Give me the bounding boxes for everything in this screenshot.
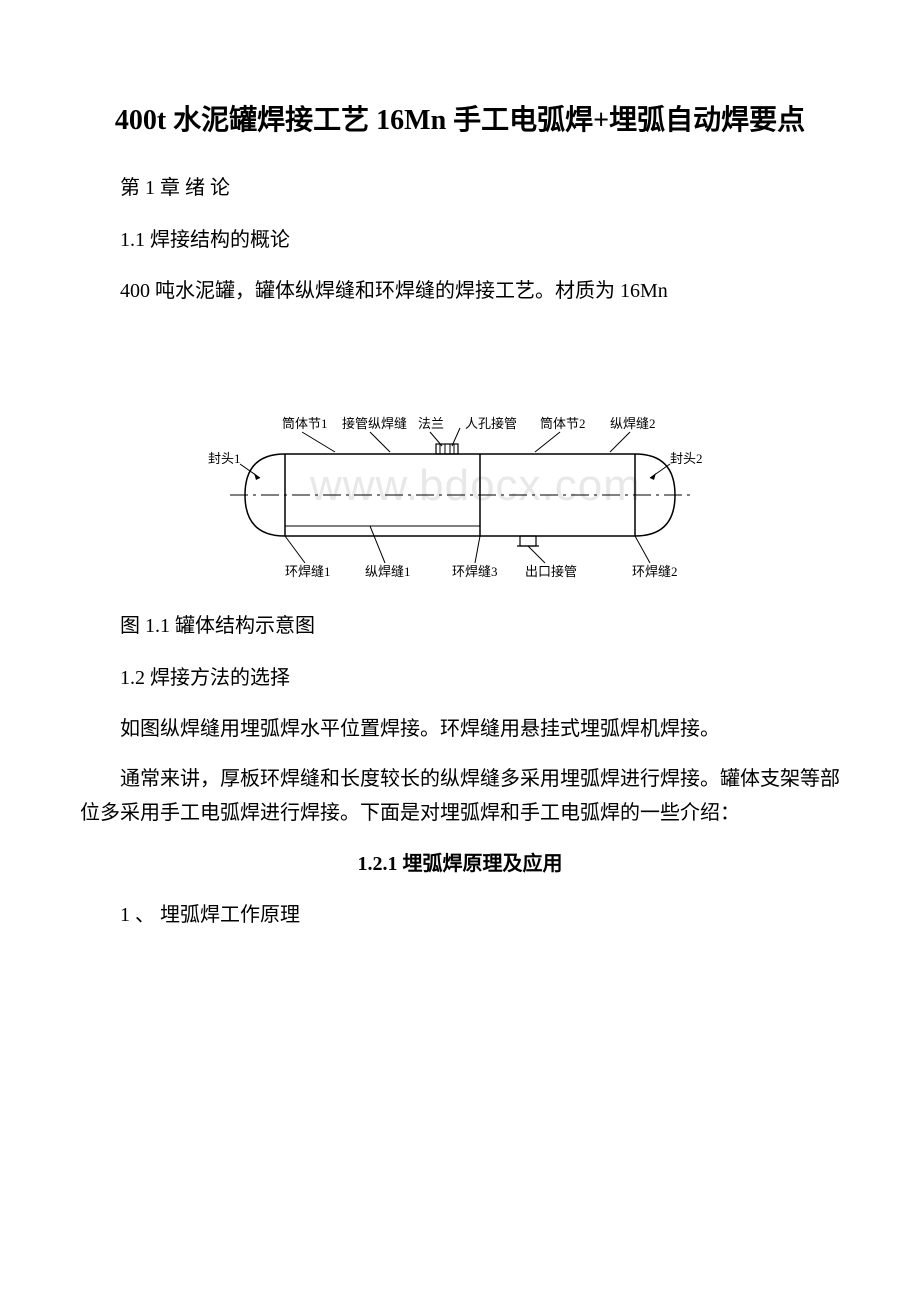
section-1-1-p1: 400 吨水泥罐，罐体纵焊缝和环焊缝的焊接工艺。材质为 16Mn [80, 274, 840, 308]
watermark-text: www.bdocx.com [309, 461, 641, 510]
tank-diagram: www.bdocx.com 筒体节1 接管纵焊缝 法兰 人孔接管 筒体节2 纵焊… [80, 408, 840, 588]
tank-svg: www.bdocx.com 筒体节1 接管纵焊缝 法兰 人孔接管 筒体节2 纵焊… [190, 408, 730, 588]
section-1-2-p2: 通常来讲，厚板环焊缝和长度较长的纵焊缝多采用埋弧焊进行焊接。罐体支架等部位多采用… [80, 762, 840, 830]
section-1-1-heading: 1.1 焊接结构的概论 [80, 222, 840, 258]
label-right: 封头2 [670, 451, 703, 466]
section-1-2-heading: 1.2 焊接方法的选择 [80, 660, 840, 696]
label-top-5: 筒体节2 [540, 416, 586, 431]
label-top-3: 法兰 [418, 416, 444, 431]
section-1-2-1-item1: 1 、 埋弧焊工作原理 [80, 898, 840, 932]
figure-1-1-caption: 图 1.1 罐体结构示意图 [80, 608, 840, 644]
label-bot-2: 纵焊缝1 [365, 564, 411, 579]
label-bot-5: 环焊缝2 [632, 564, 678, 579]
section-1-2-p1: 如图纵焊缝用埋弧焊水平位置焊接。环焊缝用悬挂式埋弧焊机焊接。 [80, 712, 840, 746]
chapter-heading: 第 1 章 绪 论 [80, 170, 840, 206]
label-top-4: 人孔接管 [465, 416, 517, 431]
label-bot-1: 环焊缝1 [285, 564, 331, 579]
label-bot-3: 环焊缝3 [452, 564, 498, 579]
page-title: 400t 水泥罐焊接工艺 16Mn 手工电弧焊+埋弧自动焊要点 [80, 100, 840, 142]
section-1-2-1-heading: 1.2.1 埋弧焊原理及应用 [80, 846, 840, 882]
label-top-6: 纵焊缝2 [610, 416, 656, 431]
label-top-1: 筒体节1 [282, 416, 328, 431]
label-top-2: 接管纵焊缝 [342, 416, 407, 431]
label-bot-4: 出口接管 [525, 564, 577, 579]
label-left: 封头1 [208, 451, 241, 466]
